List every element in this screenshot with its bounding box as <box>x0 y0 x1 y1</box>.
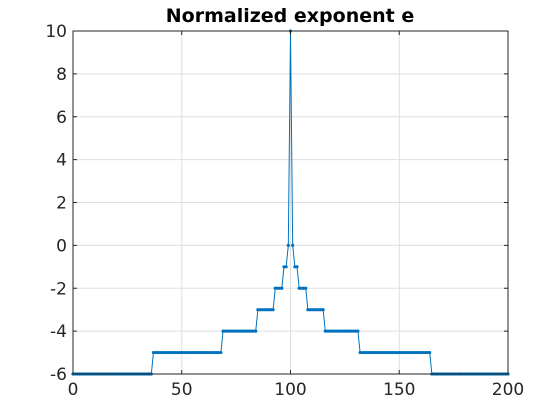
data-point <box>321 308 325 312</box>
x-tick-label: 100 <box>274 380 306 400</box>
data-point <box>291 243 295 247</box>
data-point <box>284 265 288 269</box>
data-point <box>304 286 308 290</box>
y-tick-label: -2 <box>50 279 67 299</box>
data-point <box>428 350 432 355</box>
data-point <box>280 286 284 290</box>
data-point <box>254 329 258 333</box>
data-point <box>286 243 290 247</box>
y-tick-label: 8 <box>56 65 67 85</box>
y-tick-label: -4 <box>50 322 67 342</box>
y-tick-label: 0 <box>56 236 67 256</box>
y-tick-label: 4 <box>56 151 67 171</box>
chart-title: Normalized exponent e <box>166 5 414 27</box>
y-tick-label: -6 <box>50 365 67 385</box>
x-tick-label: 200 <box>492 380 524 400</box>
data-point <box>271 308 275 312</box>
x-tick-label: 0 <box>68 380 79 400</box>
y-tick-label: 2 <box>56 194 67 214</box>
data-point <box>295 265 299 269</box>
x-tick-label: 50 <box>171 380 193 400</box>
data-point <box>219 350 223 355</box>
y-tick-label: 10 <box>45 22 67 42</box>
ticks <box>72 30 509 375</box>
data-point <box>356 329 360 333</box>
tick-labels: 0 50 100 150 200 -6 -4 -2 0 2 4 6 8 10 <box>45 22 524 400</box>
x-tick-label: 150 <box>383 380 415 400</box>
y-tick-label: 6 <box>56 108 67 128</box>
